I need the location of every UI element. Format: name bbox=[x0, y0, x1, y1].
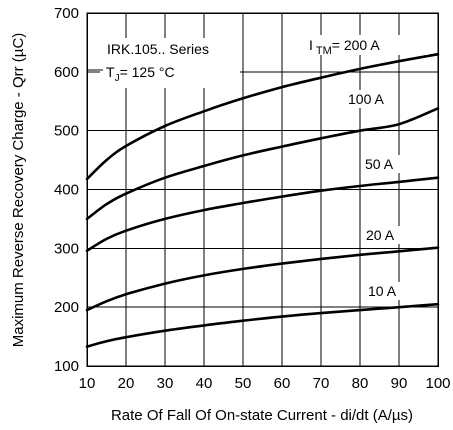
annotation-series: IRK.105.. Series bbox=[107, 41, 209, 57]
x-axis-label: Rate Of Fall Of On-state Current - di/dt… bbox=[111, 407, 413, 424]
label-bg-20a bbox=[363, 226, 403, 244]
series-curve-2 bbox=[85, 176, 440, 252]
series-label-10a: 10 A bbox=[368, 283, 397, 299]
tick-labels: 10 20 30 40 50 60 70 80 90 100 100 200 300 400 500 600 7… bbox=[54, 5, 451, 392]
series-label-20a: 20 A bbox=[366, 227, 395, 243]
plot-frame bbox=[86, 12, 439, 367]
y-tick-label: 600 bbox=[54, 64, 79, 81]
temperature-t: T bbox=[106, 64, 115, 80]
x-tick-label: 10 bbox=[79, 375, 96, 392]
y-tick-label: 200 bbox=[54, 299, 79, 316]
y-tick-label: 300 bbox=[54, 240, 79, 257]
x-tick-label: 30 bbox=[157, 375, 174, 392]
x-tick-label: 40 bbox=[196, 375, 213, 392]
temperature-subscript: J bbox=[115, 73, 120, 84]
series-label-200a: I TM= 200 A bbox=[309, 37, 380, 57]
series-curve-1 bbox=[85, 107, 440, 221]
x-tick-label: 80 bbox=[352, 375, 369, 392]
y-tick-label: 500 bbox=[54, 123, 79, 140]
series-curve-4 bbox=[85, 302, 440, 348]
x-tick-label: 50 bbox=[235, 375, 252, 392]
label-200a-value: = 200 A bbox=[332, 37, 381, 53]
label-bg-50a bbox=[363, 155, 403, 173]
series-label-100a: 100 A bbox=[348, 91, 384, 107]
y-tick-label: 700 bbox=[54, 5, 79, 22]
label-bg-100a bbox=[347, 90, 393, 108]
y-tick-label: 100 bbox=[54, 358, 79, 375]
series-curve-0 bbox=[85, 52, 440, 181]
label-200a-sub: TM bbox=[316, 45, 332, 57]
series-labels: I TM= 200 A 100 A 50 A 20 A 10 A bbox=[300, 35, 428, 300]
annotation-temperature: TJ= 125 °C bbox=[106, 64, 175, 84]
label-200a-i: I bbox=[309, 37, 313, 53]
x-tick-label: 90 bbox=[391, 375, 408, 392]
y-axis-label: Maximum Reverse Recovery Charge - Qrr (µ… bbox=[10, 33, 27, 348]
x-tick-label: 60 bbox=[274, 375, 291, 392]
x-tick-label: 70 bbox=[313, 375, 330, 392]
label-bg-200a bbox=[300, 35, 428, 55]
x-tick-label: 20 bbox=[118, 375, 135, 392]
label-bg-10a bbox=[363, 282, 405, 300]
annotation-background bbox=[100, 38, 240, 88]
series-curve-3 bbox=[85, 246, 440, 312]
y-tick-label: 400 bbox=[54, 182, 79, 199]
series-curves bbox=[85, 52, 440, 348]
annotations: IRK.105.. Series TJ= 125 °C bbox=[88, 38, 240, 88]
temperature-value: = 125 °C bbox=[120, 64, 175, 80]
series-label-50a: 50 A bbox=[365, 156, 394, 172]
x-tick-label: 100 bbox=[425, 375, 450, 392]
